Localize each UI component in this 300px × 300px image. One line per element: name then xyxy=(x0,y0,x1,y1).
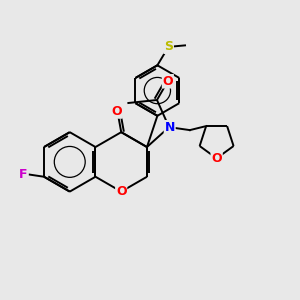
Text: O: O xyxy=(112,105,122,118)
Text: O: O xyxy=(112,105,122,118)
Text: O: O xyxy=(163,75,173,88)
Text: N: N xyxy=(164,121,175,134)
Text: O: O xyxy=(116,185,127,198)
Text: O: O xyxy=(211,152,222,165)
Text: S: S xyxy=(164,40,173,53)
Text: F: F xyxy=(19,168,28,181)
Text: F: F xyxy=(19,168,28,181)
Text: S: S xyxy=(164,40,173,53)
Text: O: O xyxy=(211,152,222,165)
Text: O: O xyxy=(163,75,173,88)
Text: O: O xyxy=(116,185,127,198)
Text: N: N xyxy=(164,121,175,134)
